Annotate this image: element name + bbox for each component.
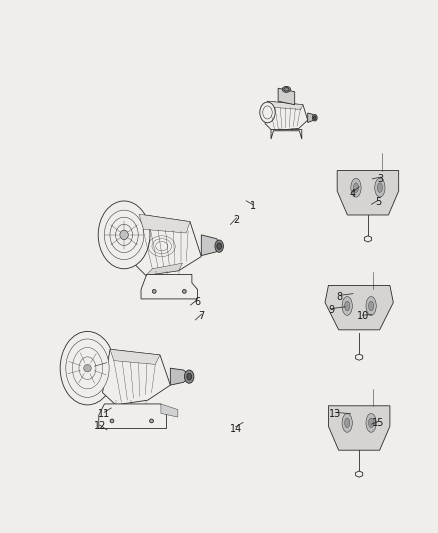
Text: 3: 3 (377, 174, 383, 184)
Ellipse shape (152, 289, 156, 293)
Ellipse shape (342, 414, 352, 432)
Polygon shape (146, 263, 183, 276)
Polygon shape (170, 368, 191, 385)
Ellipse shape (312, 115, 317, 121)
Polygon shape (307, 113, 316, 123)
Text: 9: 9 (328, 305, 335, 316)
Polygon shape (328, 406, 390, 450)
Polygon shape (141, 274, 198, 299)
Ellipse shape (116, 224, 133, 246)
Ellipse shape (183, 289, 186, 293)
Ellipse shape (377, 183, 382, 192)
Text: 14: 14 (230, 424, 242, 433)
Ellipse shape (368, 301, 374, 311)
Text: 4: 4 (350, 189, 356, 199)
Ellipse shape (282, 86, 290, 92)
Text: 7: 7 (198, 311, 205, 320)
Polygon shape (134, 214, 201, 276)
Polygon shape (356, 354, 363, 360)
Polygon shape (265, 101, 307, 131)
Polygon shape (99, 404, 166, 429)
Ellipse shape (215, 240, 223, 252)
Ellipse shape (342, 296, 352, 316)
Ellipse shape (79, 357, 96, 379)
Ellipse shape (353, 183, 359, 192)
Ellipse shape (284, 87, 289, 91)
Ellipse shape (110, 419, 114, 423)
Ellipse shape (84, 365, 91, 372)
Ellipse shape (110, 217, 138, 253)
Ellipse shape (351, 178, 361, 197)
Ellipse shape (66, 339, 109, 398)
Text: 10: 10 (357, 311, 369, 321)
Polygon shape (110, 349, 160, 365)
Polygon shape (161, 404, 178, 417)
Ellipse shape (345, 301, 350, 311)
Ellipse shape (375, 178, 385, 197)
Ellipse shape (217, 243, 222, 249)
Ellipse shape (366, 296, 376, 316)
Ellipse shape (150, 419, 153, 423)
Text: 11: 11 (98, 409, 110, 419)
Ellipse shape (72, 348, 102, 389)
Ellipse shape (260, 102, 275, 123)
Text: 2: 2 (233, 215, 240, 224)
Polygon shape (356, 471, 363, 477)
Ellipse shape (263, 106, 272, 119)
Polygon shape (337, 171, 399, 215)
Ellipse shape (187, 373, 191, 380)
Polygon shape (268, 101, 303, 109)
Polygon shape (325, 286, 393, 330)
Text: 1: 1 (250, 201, 256, 211)
Polygon shape (201, 235, 222, 256)
Ellipse shape (345, 418, 350, 427)
Polygon shape (139, 214, 190, 233)
Text: 5: 5 (375, 197, 381, 207)
Ellipse shape (60, 332, 115, 405)
Ellipse shape (366, 414, 376, 432)
Text: 15: 15 (372, 418, 384, 428)
Polygon shape (102, 349, 170, 405)
Text: 12: 12 (94, 422, 106, 431)
Ellipse shape (314, 116, 316, 119)
Ellipse shape (184, 370, 194, 383)
Ellipse shape (104, 210, 144, 260)
Text: 13: 13 (329, 409, 342, 419)
Text: 8: 8 (336, 292, 343, 302)
Polygon shape (278, 88, 295, 105)
Ellipse shape (368, 418, 374, 427)
Text: 6: 6 (194, 296, 200, 306)
Polygon shape (364, 236, 371, 242)
Ellipse shape (120, 230, 128, 240)
Polygon shape (271, 130, 302, 139)
Ellipse shape (98, 201, 150, 269)
